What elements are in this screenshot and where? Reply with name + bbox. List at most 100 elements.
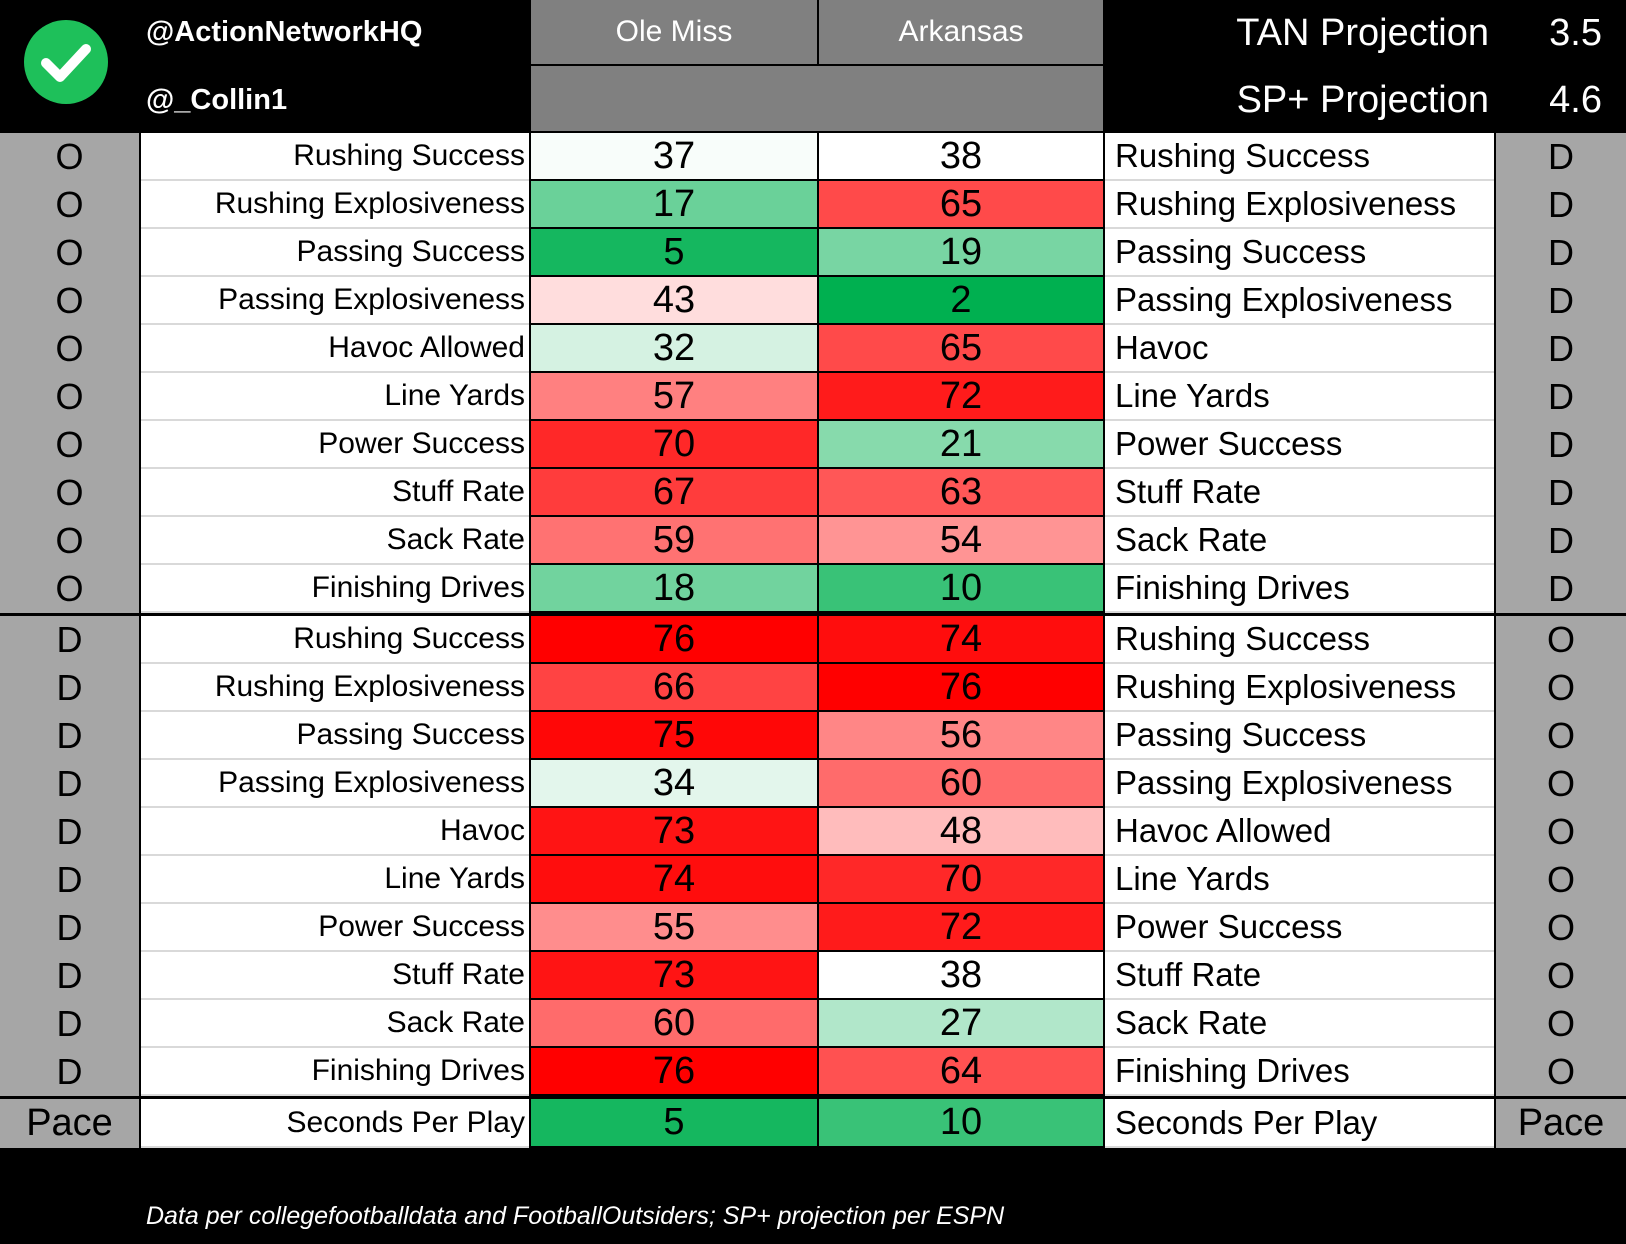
table-row: O Line Yards 57 72 Line Yards D: [0, 373, 1626, 421]
side-label-right: D: [1496, 325, 1626, 373]
team-left-rank: 76: [531, 616, 817, 662]
metric-label-right: Seconds Per Play: [1105, 1099, 1494, 1148]
side-label-left: O: [0, 373, 139, 421]
table-row: Pace Seconds Per Play 5 10 Seconds Per Play P…: [0, 1099, 1626, 1148]
team-left-rank: 70: [531, 421, 817, 467]
metric-label-right: Line Yards: [1105, 373, 1494, 421]
metric-label-left: Passing Success: [141, 712, 529, 760]
team-right-rank: 64: [819, 1048, 1103, 1094]
handle-primary: @ActionNetworkHQ: [146, 16, 423, 48]
metric-label-left: Sack Rate: [141, 1000, 529, 1048]
team-right-rank: 2: [819, 277, 1103, 323]
team-right-rank: 38: [819, 133, 1103, 179]
stats-table: O Rushing Success 37 38 Rushing Success D O Rus…: [0, 133, 1626, 1148]
table-row: D Line Yards 74 70 Line Yards O: [0, 856, 1626, 904]
side-label-left: O: [0, 517, 139, 565]
side-label-left: O: [0, 277, 139, 325]
side-label-left: O: [0, 181, 139, 229]
metric-label-right: Havoc Allowed: [1105, 808, 1494, 856]
table-row: D Rushing Success 76 74 Rushing Success O: [0, 616, 1626, 664]
team-right-rank: 38: [819, 952, 1103, 998]
side-label-right: Pace: [1496, 1099, 1626, 1148]
table-row: D Passing Success 75 56 Passing Success O: [0, 712, 1626, 760]
metric-label-right: Sack Rate: [1105, 1000, 1494, 1048]
team-right-rank: 76: [819, 664, 1103, 710]
team-left-rank: 37: [531, 133, 817, 179]
table-row: D Stuff Rate 73 38 Stuff Rate O: [0, 952, 1626, 1000]
side-label-right: D: [1496, 469, 1626, 517]
team-left-rank: 74: [531, 856, 817, 902]
metric-label-left: Havoc Allowed: [141, 325, 529, 373]
side-label-left: D: [0, 1048, 139, 1096]
metric-label-left: Rushing Success: [141, 133, 529, 181]
team-left-rank: 5: [531, 1099, 817, 1146]
team-right-rank: 72: [819, 373, 1103, 419]
team-left-rank: 43: [531, 277, 817, 323]
team-left-rank: 76: [531, 1048, 817, 1094]
projection-label-sp: SP+ Projection: [1236, 79, 1489, 121]
side-label-left: D: [0, 616, 139, 664]
metric-label-left: Passing Explosiveness: [141, 760, 529, 808]
metric-label-right: Rushing Explosiveness: [1105, 181, 1494, 229]
side-label-left: O: [0, 421, 139, 469]
header: @ActionNetworkHQ @_Collin1 Ole Miss Arka…: [0, 0, 1626, 133]
team-right-rank: 27: [819, 1000, 1103, 1046]
side-label-right: D: [1496, 421, 1626, 469]
metric-label-left: Finishing Drives: [141, 565, 529, 613]
metric-label-right: Rushing Success: [1105, 133, 1494, 181]
table-row: O Passing Success 5 19 Passing Success D: [0, 229, 1626, 277]
side-label-left: Pace: [0, 1099, 139, 1148]
side-label-left: D: [0, 760, 139, 808]
side-label-right: O: [1496, 760, 1626, 808]
source-note: Data per collegefootballdata and Footbal…: [146, 1202, 1005, 1230]
side-label-left: D: [0, 808, 139, 856]
header-band: [531, 66, 1103, 131]
team-left-rank: 32: [531, 325, 817, 371]
table-row: O Havoc Allowed 32 65 Havoc D: [0, 325, 1626, 373]
side-label-left: O: [0, 469, 139, 517]
side-label-right: O: [1496, 1048, 1626, 1096]
side-label-left: D: [0, 904, 139, 952]
table-row: O Rushing Explosiveness 17 65 Rushing Explos…: [0, 181, 1626, 229]
metric-label-left: Power Success: [141, 904, 529, 952]
side-label-right: D: [1496, 181, 1626, 229]
metric-label-right: Passing Explosiveness: [1105, 277, 1494, 325]
side-label-right: D: [1496, 277, 1626, 325]
side-label-left: D: [0, 664, 139, 712]
team-left-rank: 18: [531, 565, 817, 611]
metric-label-right: Power Success: [1105, 904, 1494, 952]
metric-label-left: Line Yards: [141, 856, 529, 904]
table-row: O Finishing Drives 18 10 Finishing Drives D: [0, 565, 1626, 613]
team-left-rank: 55: [531, 904, 817, 950]
team-right-rank: 65: [819, 181, 1103, 227]
metric-label-right: Havoc: [1105, 325, 1494, 373]
side-label-right: O: [1496, 712, 1626, 760]
metric-label-right: Passing Success: [1105, 712, 1494, 760]
side-label-right: O: [1496, 808, 1626, 856]
side-label-right: D: [1496, 373, 1626, 421]
side-label-right: D: [1496, 133, 1626, 181]
team-left-rank: 75: [531, 712, 817, 758]
metric-label-right: Finishing Drives: [1105, 1048, 1494, 1096]
metric-label-left: Line Yards: [141, 373, 529, 421]
team-left-rank: 66: [531, 664, 817, 710]
metric-label-left: Stuff Rate: [141, 469, 529, 517]
table-row: O Passing Explosiveness 43 2 Passing Explosi…: [0, 277, 1626, 325]
metric-label-right: Stuff Rate: [1105, 952, 1494, 1000]
metric-label-right: Line Yards: [1105, 856, 1494, 904]
metric-label-left: Sack Rate: [141, 517, 529, 565]
team-left-rank: 57: [531, 373, 817, 419]
team-right-rank: 60: [819, 760, 1103, 806]
table-row: D Rushing Explosiveness 66 76 Rushing Explos…: [0, 664, 1626, 712]
table-row: D Power Success 55 72 Power Success O: [0, 904, 1626, 952]
side-label-right: D: [1496, 229, 1626, 277]
table-row: O Rushing Success 37 38 Rushing Success D: [0, 133, 1626, 181]
side-label-right: O: [1496, 616, 1626, 664]
table-row: D Havoc 73 48 Havoc Allowed O: [0, 808, 1626, 856]
side-label-left: O: [0, 229, 139, 277]
team-right-rank: 70: [819, 856, 1103, 902]
metric-label-right: Finishing Drives: [1105, 565, 1494, 613]
team-left-rank: 5: [531, 229, 817, 275]
handle-secondary: @_Collin1: [146, 84, 288, 116]
team-right-rank: 10: [819, 565, 1103, 611]
